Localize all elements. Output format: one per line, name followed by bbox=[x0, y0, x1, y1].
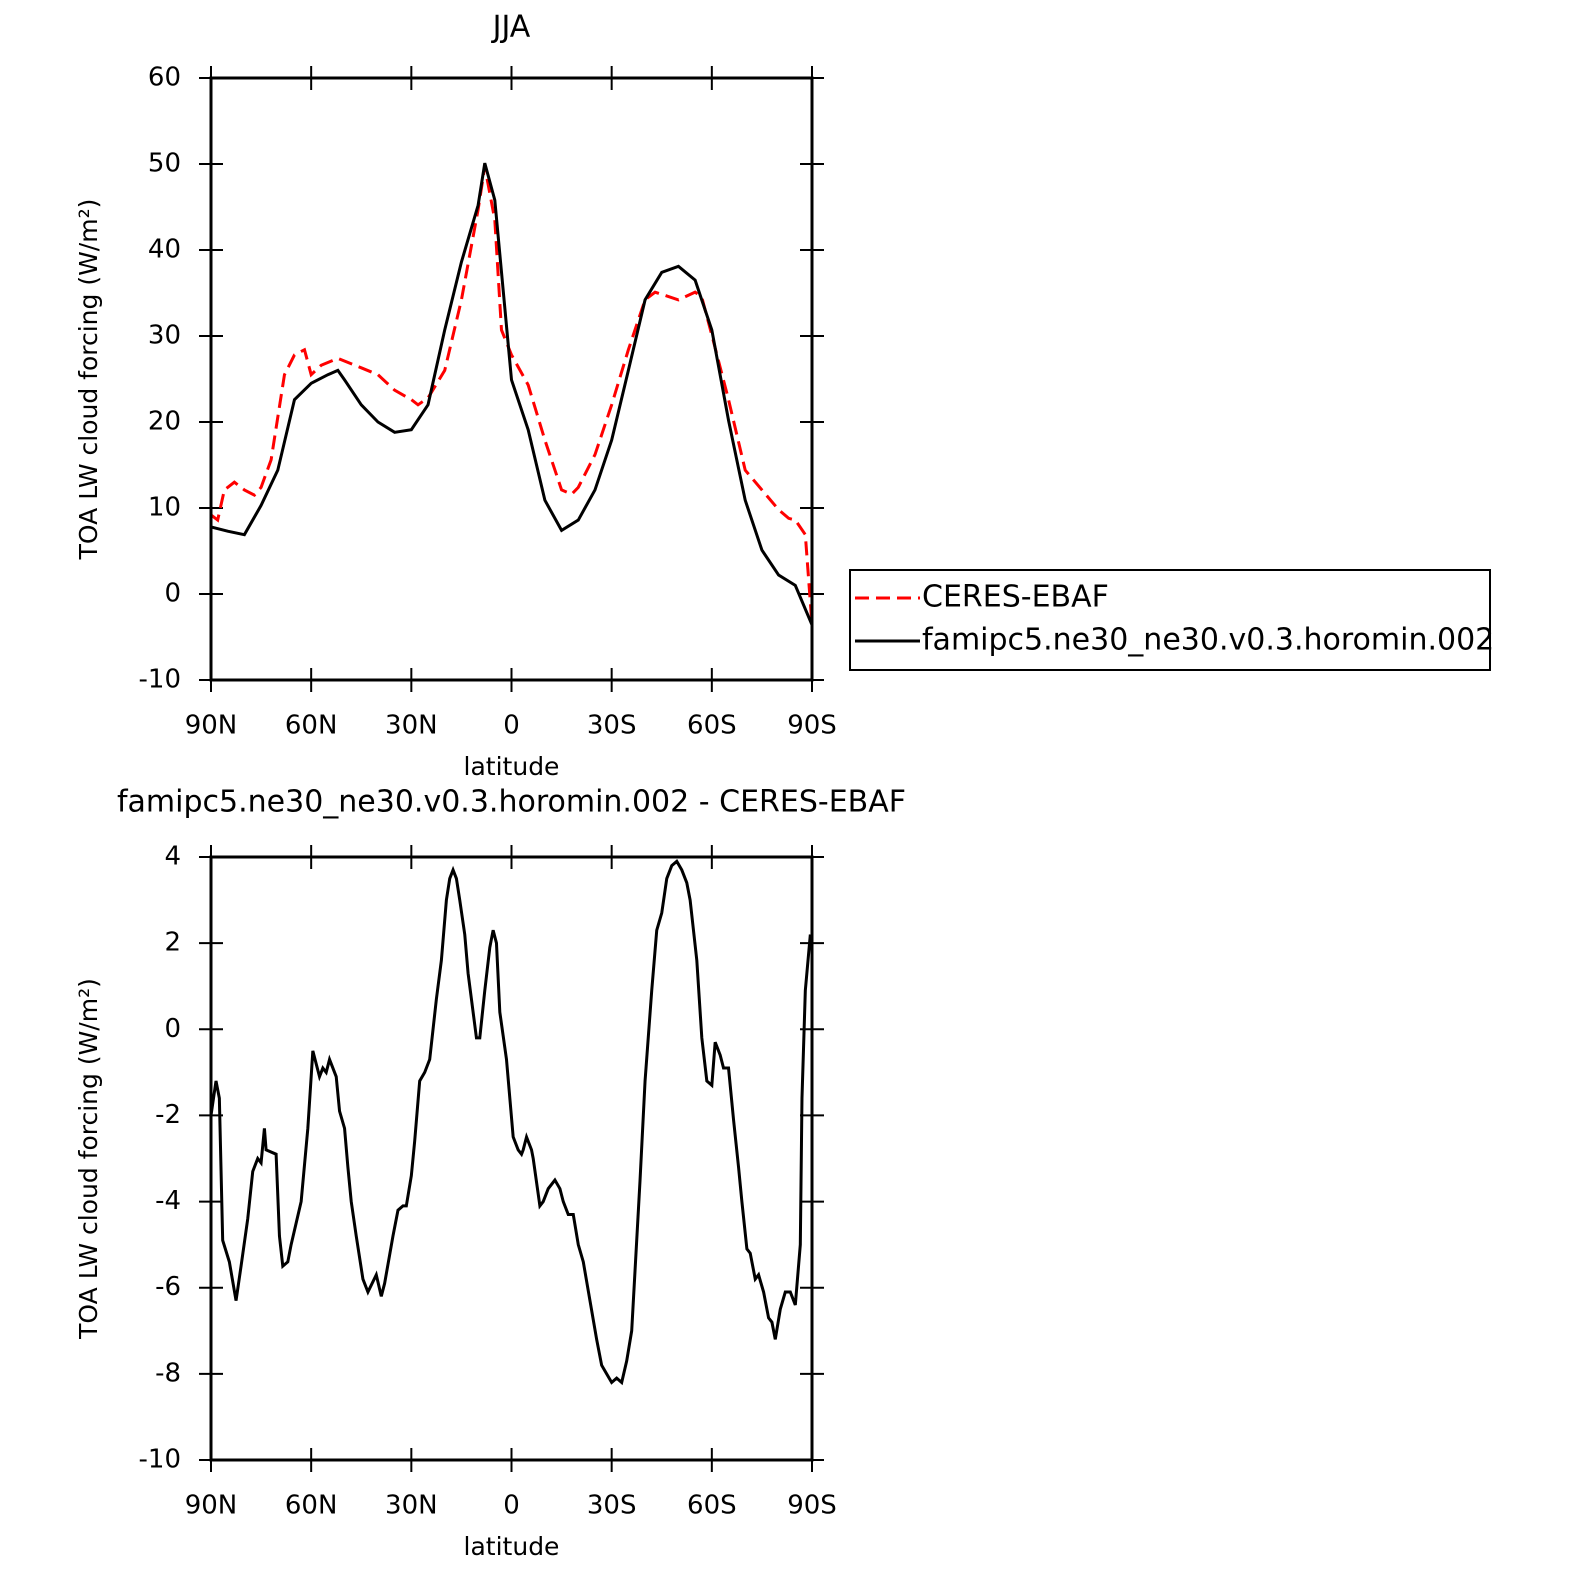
y-tick-label: -6 bbox=[155, 1272, 181, 1302]
x-axis-label: latitude bbox=[464, 752, 560, 781]
legend-label: famipc5.ne30_ne30.v0.3.horomin.002 bbox=[922, 623, 1494, 658]
y-axis-label: TOA LW cloud forcing (W/m²) bbox=[74, 978, 103, 1340]
y-tick-label: -4 bbox=[155, 1186, 181, 1216]
y-tick-label: 0 bbox=[164, 1014, 181, 1044]
legend-box bbox=[849, 569, 1491, 671]
x-tick-label: 0 bbox=[503, 1491, 520, 1521]
legend-label: CERES-EBAF bbox=[922, 580, 1109, 615]
data-line bbox=[209, 858, 812, 1386]
x-tick-label: 30N bbox=[385, 711, 438, 741]
y-tick-label: 0 bbox=[164, 579, 181, 609]
y-tick-label: -2 bbox=[155, 1100, 181, 1130]
x-tick-label: 60S bbox=[687, 1491, 737, 1521]
y-tick-label: 50 bbox=[148, 149, 181, 179]
x-tick-label: 90N bbox=[185, 711, 238, 741]
y-tick-label: -10 bbox=[139, 1445, 181, 1475]
y-tick-label: -8 bbox=[155, 1358, 181, 1388]
x-tick-label: 90S bbox=[787, 1491, 837, 1521]
y-tick-label: 2 bbox=[164, 928, 181, 958]
x-tick-label: 0 bbox=[503, 711, 520, 741]
data-line bbox=[210, 162, 814, 626]
y-tick-label: 4 bbox=[164, 842, 181, 872]
plot-frame bbox=[209, 76, 814, 682]
y-axis-label: TOA LW cloud forcing (W/m²) bbox=[74, 199, 103, 561]
data-line bbox=[210, 166, 814, 626]
y-tick-label: 40 bbox=[148, 235, 181, 265]
x-axis-label: latitude bbox=[464, 1532, 560, 1561]
y-tick-label: 20 bbox=[148, 407, 181, 437]
x-tick-label: 30N bbox=[385, 1491, 438, 1521]
chart-title: famipc5.ne30_ne30.v0.3.horomin.002 - CER… bbox=[117, 785, 906, 820]
y-tick-label: -10 bbox=[139, 665, 181, 695]
x-tick-label: 60N bbox=[285, 711, 338, 741]
y-tick-label: 10 bbox=[148, 493, 181, 523]
y-tick-label: 60 bbox=[148, 63, 181, 93]
x-tick-label: 90N bbox=[185, 1491, 238, 1521]
y-tick-label: 30 bbox=[148, 321, 181, 351]
x-tick-label: 30S bbox=[587, 711, 637, 741]
plot-frame bbox=[209, 855, 814, 1462]
x-tick-label: 30S bbox=[587, 1491, 637, 1521]
x-tick-label: 90S bbox=[787, 711, 837, 741]
chart-title: JJA bbox=[491, 10, 531, 45]
x-tick-label: 60S bbox=[687, 711, 737, 741]
x-tick-label: 60N bbox=[285, 1491, 338, 1521]
